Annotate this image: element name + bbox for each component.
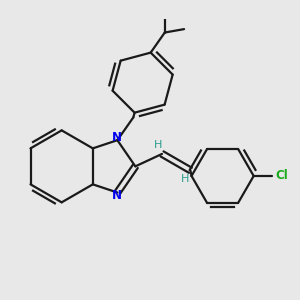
Text: Cl: Cl	[275, 169, 288, 182]
Text: N: N	[112, 131, 122, 144]
Text: H: H	[154, 140, 162, 150]
Text: H: H	[181, 174, 190, 184]
Text: N: N	[112, 189, 122, 202]
